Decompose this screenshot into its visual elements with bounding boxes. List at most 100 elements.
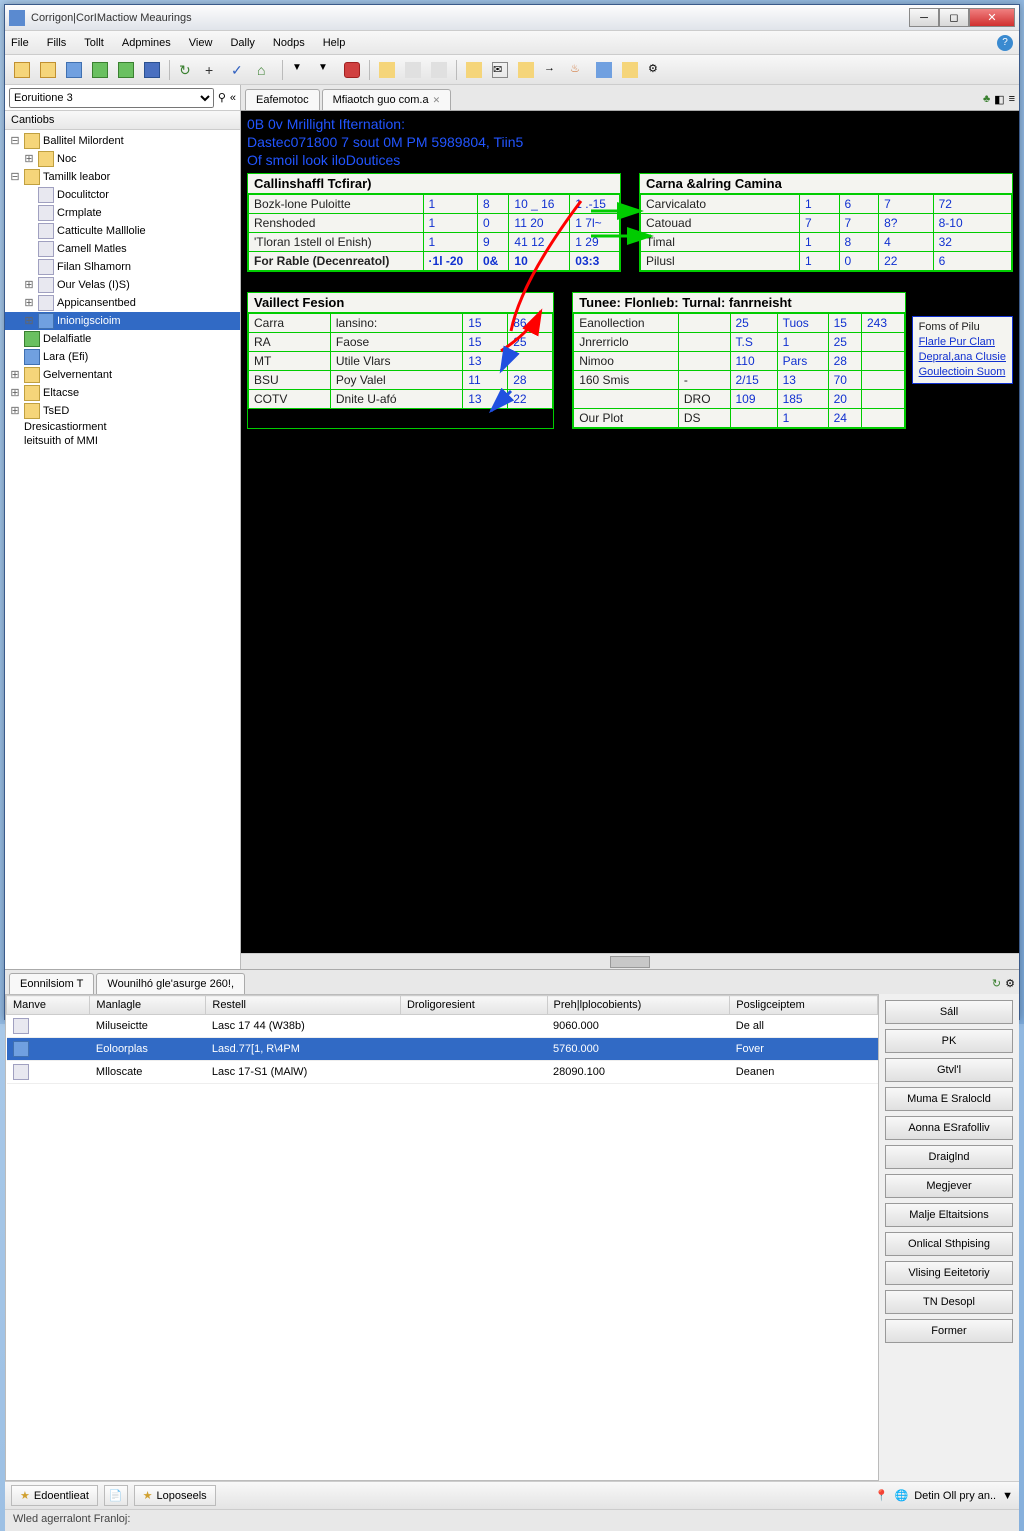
sb-btn1[interactable]: ★Edoentlieat xyxy=(11,1485,98,1506)
tab-close-icon[interactable]: ✕ xyxy=(433,95,441,106)
tb-open-icon[interactable] xyxy=(37,59,59,81)
tb-table-icon[interactable] xyxy=(115,59,137,81)
tb-fire-icon[interactable]: ♨ xyxy=(567,59,589,81)
menubar: File Fills Tollt Adpmines View Dally Nod… xyxy=(5,31,1019,55)
left-pane: Eoruitione 3 ⚲ « Cantiobs ⊟Ballitel Milo… xyxy=(5,85,241,969)
menu-view[interactable]: View xyxy=(189,37,213,49)
tb-folder-icon[interactable] xyxy=(515,59,537,81)
link-2[interactable]: Depral,ana Clusie xyxy=(919,350,1006,365)
tb-screen-icon[interactable] xyxy=(141,59,163,81)
tb-new-icon[interactable] xyxy=(11,59,33,81)
tab-opt2-icon[interactable]: ◧ xyxy=(994,93,1004,106)
tree-item[interactable]: Filan Slhamorn xyxy=(5,258,240,276)
tree-item[interactable]: ⊞Appicansentbed xyxy=(5,294,240,312)
menu-nodps[interactable]: Nodps xyxy=(273,37,305,49)
table-row[interactable]: MiluseictteLasc 17 44 (W38b)9060.000De a… xyxy=(7,1015,878,1038)
sb-right-text[interactable]: Detin Oll pry an.. xyxy=(914,1490,996,1502)
combo-collapse-icon[interactable]: « xyxy=(230,92,236,104)
tb-grid-icon[interactable] xyxy=(89,59,111,81)
tb-stop-icon[interactable] xyxy=(341,59,363,81)
menu-help[interactable]: Help xyxy=(323,37,346,49)
tb-b-icon[interactable] xyxy=(402,59,424,81)
action-button[interactable]: Aonna ESrafolliv xyxy=(885,1116,1013,1140)
tree[interactable]: ⊟Ballitel Milordent⊞Noc⊟Tamillk leaborDo… xyxy=(5,130,240,969)
tree-item[interactable]: Doculitctor xyxy=(5,186,240,204)
tree-item[interactable]: ⊟Ballitel Milordent xyxy=(5,132,240,150)
tb-save-icon[interactable] xyxy=(63,59,85,81)
tb-mail-icon[interactable]: ✉ xyxy=(489,59,511,81)
selector-combo[interactable]: Eoruitione 3 xyxy=(9,88,214,108)
tree-item[interactable]: ⊞TsED xyxy=(5,402,240,420)
tree-item[interactable]: Delalfiatle xyxy=(5,330,240,348)
menu-adpmines[interactable]: Adpmines xyxy=(122,37,171,49)
tab-2[interactable]: Mfiaotch guo com.a✕ xyxy=(322,89,452,110)
sb-globe-icon[interactable]: 🌐 xyxy=(894,1489,908,1502)
tb-plus-icon[interactable]: + xyxy=(202,59,224,81)
maximize-button[interactable]: ◻ xyxy=(939,8,969,27)
menu-file[interactable]: File xyxy=(11,37,29,49)
action-button[interactable]: Onlical Sthpising xyxy=(885,1232,1013,1256)
sb-btn3[interactable]: ★Loposeels xyxy=(134,1485,216,1506)
tree-item[interactable]: ⊞Eltacse xyxy=(5,384,240,402)
tree-item[interactable]: Lara (Efi) xyxy=(5,348,240,366)
tb-refresh-icon[interactable]: ↻ xyxy=(176,59,198,81)
btab-refresh-icon[interactable]: ↻ xyxy=(992,977,1001,990)
tree-item[interactable]: ⊟Tamillk leabor xyxy=(5,168,240,186)
tree-item[interactable]: Crmplate xyxy=(5,204,240,222)
menu-fills[interactable]: Fills xyxy=(47,37,67,49)
sb-pin-icon[interactable]: 📍 xyxy=(875,1489,889,1502)
link-1[interactable]: Flarle Pur Clam xyxy=(919,335,1006,350)
tb-c-icon[interactable] xyxy=(428,59,450,81)
tb-dd2-icon[interactable]: ▼ xyxy=(315,59,337,81)
tb-home-icon[interactable]: ⌂ xyxy=(254,59,276,81)
tree-item[interactable]: ⊞Inionigscioim xyxy=(5,312,240,330)
action-button[interactable]: Malje Eltaitsions xyxy=(885,1203,1013,1227)
grid[interactable]: ManveManlagleRestellDroligoresientPreh|l… xyxy=(5,994,879,1481)
panel-2-header: Carna &alring Camina xyxy=(640,174,1012,194)
action-button[interactable]: Gtvl'l xyxy=(885,1058,1013,1082)
tb-gear-icon[interactable]: ⚙ xyxy=(645,59,667,81)
close-button[interactable]: ✕ xyxy=(969,8,1015,27)
tree-item[interactable]: Catticulte Malllolie xyxy=(5,222,240,240)
action-button[interactable]: PK xyxy=(885,1029,1013,1053)
tab-opt1-icon[interactable]: ♣ xyxy=(983,93,990,106)
tree-item[interactable]: Dresicastiorment xyxy=(5,420,240,434)
sb-btn2[interactable]: 📄 xyxy=(104,1485,128,1506)
help-icon[interactable]: ? xyxy=(997,35,1013,51)
action-button[interactable]: Muma E Sralocld xyxy=(885,1087,1013,1111)
tree-item[interactable]: ⊞Gelvernentant xyxy=(5,366,240,384)
tb-check-icon[interactable]: ✓ xyxy=(228,59,250,81)
tb-d-icon[interactable] xyxy=(463,59,485,81)
menu-dally[interactable]: Dally xyxy=(230,37,254,49)
tab-1[interactable]: Eafemotoc xyxy=(245,89,320,110)
link-3[interactable]: Goulectioin Suom xyxy=(919,365,1006,380)
table-row[interactable]: MlloscateLasc 17-S1 (MAlW)28090.100Deane… xyxy=(7,1061,878,1084)
h-scrollbar[interactable] xyxy=(241,953,1019,969)
tb-f-icon[interactable] xyxy=(619,59,641,81)
action-button[interactable]: Vlising Eeitetoriy xyxy=(885,1261,1013,1285)
tb-e-icon[interactable] xyxy=(593,59,615,81)
tree-item[interactable]: leitsuith of MMI xyxy=(5,434,240,448)
btab-gear-icon[interactable]: ⚙ xyxy=(1005,977,1015,990)
action-button[interactable]: Sáll xyxy=(885,1000,1013,1024)
menu-tollt[interactable]: Tollt xyxy=(84,37,104,49)
tree-item[interactable]: Camell Matles xyxy=(5,240,240,258)
btab-2[interactable]: Wounilhó gle'asurge 260!, xyxy=(96,973,245,994)
tab-opt3-icon[interactable]: ≡ xyxy=(1009,93,1015,106)
combo-pin-icon[interactable]: ⚲ xyxy=(218,91,226,104)
tree-item[interactable]: ⊞Noc xyxy=(5,150,240,168)
btab-1[interactable]: Eonnilsiom T xyxy=(9,973,94,994)
tb-arrow-icon[interactable]: → xyxy=(541,59,563,81)
action-button[interactable]: Draiglnd xyxy=(885,1145,1013,1169)
tb-dd1-icon[interactable]: ▼ xyxy=(289,59,311,81)
tree-item[interactable]: ⊞Our Velas (I)S) xyxy=(5,276,240,294)
minimize-button[interactable]: ─ xyxy=(909,8,939,27)
doc-tabs: Eafemotoc Mfiaotch guo com.a✕ ♣ ◧ ≡ xyxy=(241,85,1019,111)
app-icon xyxy=(9,10,25,26)
tb-a-icon[interactable] xyxy=(376,59,398,81)
action-button[interactable]: Former xyxy=(885,1319,1013,1343)
table-row[interactable]: EoloorplasLasd.77[1, R\4PM5760.000Fover xyxy=(7,1038,878,1061)
sb-dd-icon[interactable]: ▼ xyxy=(1002,1490,1013,1502)
action-button[interactable]: Megjever xyxy=(885,1174,1013,1198)
action-button[interactable]: TN Desopl xyxy=(885,1290,1013,1314)
